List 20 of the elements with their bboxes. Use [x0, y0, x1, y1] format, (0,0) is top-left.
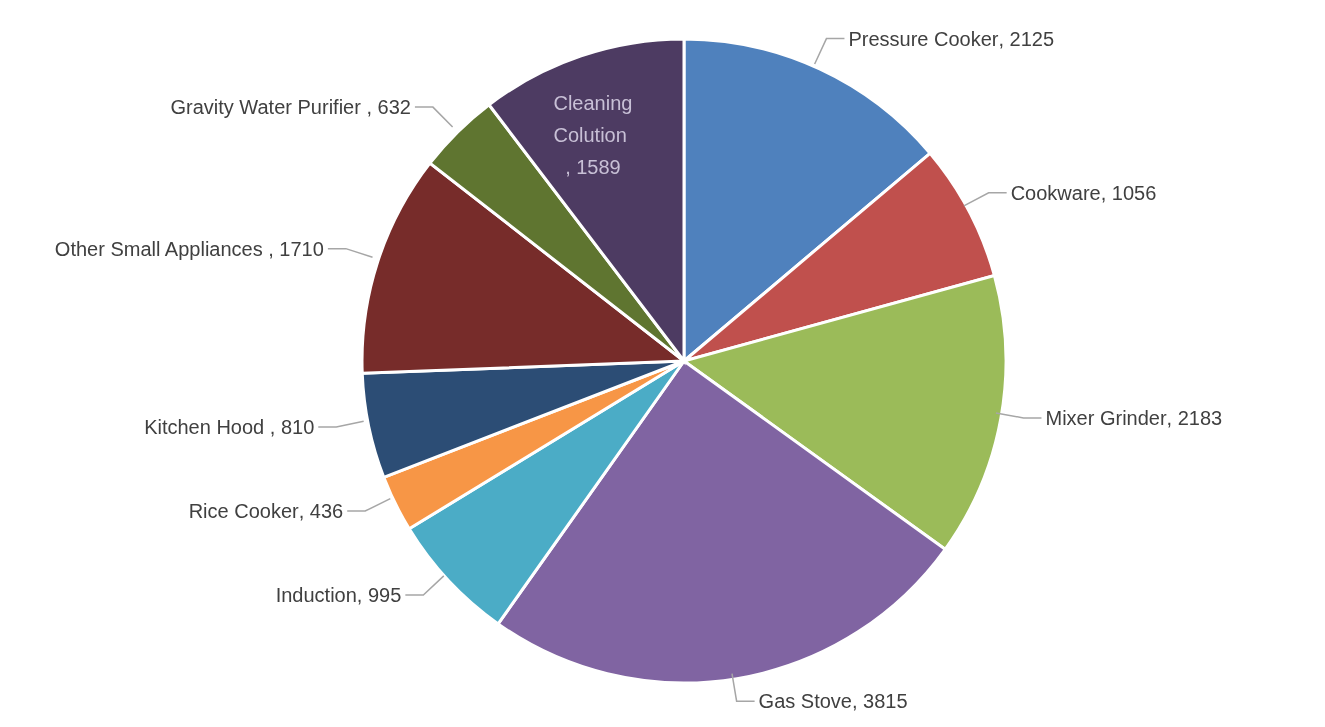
slice-label: Pressure Cooker [848, 27, 999, 50]
data-label: , 2183 [1166, 406, 1223, 429]
slice-label: Other Small Appliances [54, 237, 269, 260]
data-label: , 810 [269, 415, 315, 438]
data-label: , 1589 [565, 156, 621, 179]
data-label: , 3815 [851, 690, 908, 713]
slice-label: Kitchen Hood [144, 415, 270, 438]
data-label: , 995 [356, 584, 402, 607]
data-label: , 632 [366, 96, 411, 119]
data-label: , 2125 [998, 27, 1055, 50]
slice-label: Gravity Water Purifier [170, 96, 367, 119]
data-label: , 1710 [268, 237, 324, 260]
slice-label: Cookware [1010, 181, 1101, 204]
slice-label: Mixer Grinder [1045, 406, 1167, 429]
slice-label: Rice Cooker [188, 500, 300, 523]
slice-label: Gas Stove [758, 690, 852, 713]
data-label: , 436 [298, 500, 344, 523]
slice-label: Cleaning Colution [553, 92, 633, 147]
data-label: , 1056 [1100, 181, 1157, 204]
slice-label: Induction [275, 584, 357, 607]
